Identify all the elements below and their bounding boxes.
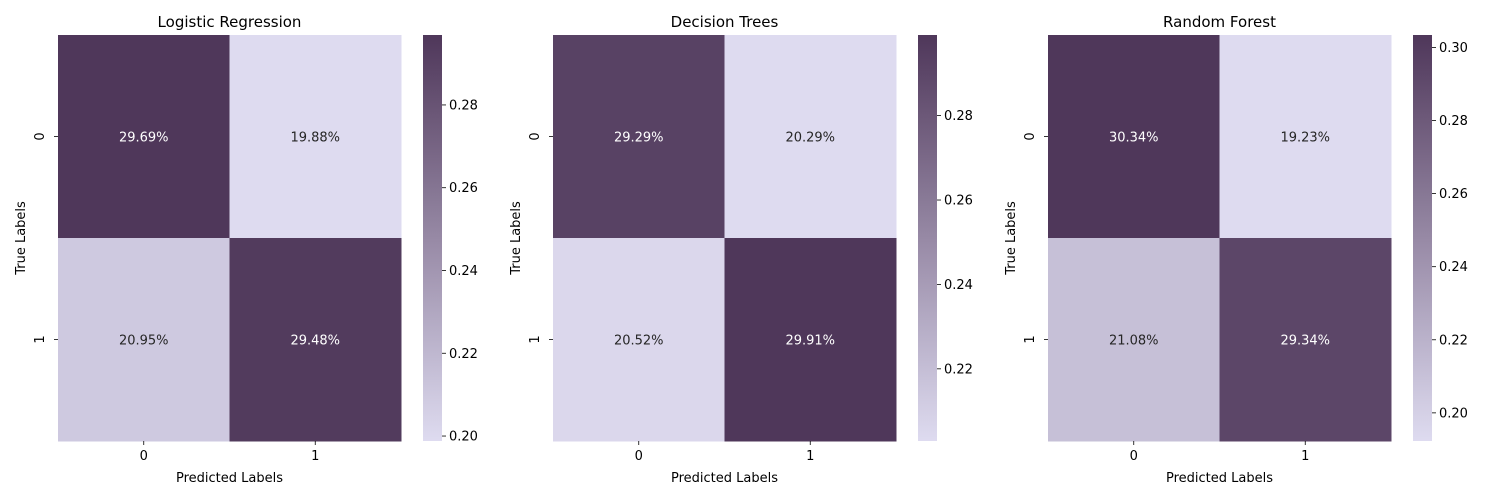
y-tick-label: 1 xyxy=(528,335,543,343)
colorbar-tick-label: 0.24 xyxy=(449,264,478,279)
heatmap-cell xyxy=(1048,35,1220,239)
heatmap-cell xyxy=(229,238,402,442)
cell-label: 29.48% xyxy=(290,334,340,349)
colorbar-tick-label: 0.20 xyxy=(1439,406,1468,421)
colorbar-tick-label: 0.20 xyxy=(449,430,478,445)
y-tick-label: 1 xyxy=(1023,335,1038,343)
chart-title: Logistic Regression xyxy=(158,13,302,31)
chart-title: Decision Trees xyxy=(671,13,779,31)
cell-label: 21.08% xyxy=(1109,334,1159,349)
x-axis-label: Predicted Labels xyxy=(176,471,283,486)
heatmap-cell xyxy=(58,35,230,239)
colorbar-tick-label: 0.22 xyxy=(944,362,973,377)
cell-label: 29.91% xyxy=(785,334,835,349)
cell-label: 29.29% xyxy=(614,131,664,146)
heatmap-cell xyxy=(553,35,725,239)
cell-label: 20.95% xyxy=(119,334,169,349)
y-axis-label: True Labels xyxy=(1004,201,1019,276)
heatmap-panel-1: Decision Trees 29.29% 20.29% 20.52% 29.91% 0 1… xyxy=(509,13,973,486)
x-tick-label: 0 xyxy=(1130,449,1138,464)
y-axis-label: True Labels xyxy=(509,201,524,276)
colorbar-tick-label: 0.24 xyxy=(1439,260,1468,275)
heatmap-panel-2: Random Forest 30.34% 19.23% 21.08% 29.34% 0 1 P… xyxy=(1004,13,1468,486)
x-tick-label: 0 xyxy=(140,449,148,464)
colorbar-tick-label: 0.28 xyxy=(449,98,478,113)
heatmap-cell xyxy=(724,35,897,239)
cell-label: 19.23% xyxy=(1280,131,1330,146)
colorbar-tick-label: 0.28 xyxy=(944,109,973,124)
cell-label: 29.34% xyxy=(1280,334,1330,349)
cell-label: 20.29% xyxy=(785,131,835,146)
cell-label: 20.52% xyxy=(614,334,664,349)
y-tick-label: 1 xyxy=(33,335,48,343)
colorbar-tick-label: 0.30 xyxy=(1439,41,1468,56)
y-tick-label: 0 xyxy=(33,132,48,140)
y-tick-label: 0 xyxy=(528,132,543,140)
heatmap-cell xyxy=(724,238,897,442)
heatmap-cell xyxy=(58,238,230,442)
colorbar-tick-label: 0.26 xyxy=(449,181,478,196)
heatmap-cell xyxy=(1219,238,1392,442)
colorbar xyxy=(918,35,937,441)
heatmap-panel-0: Logistic Regression 29.69% 19.88% 20.95% 29.… xyxy=(14,13,478,486)
cell-label: 30.34% xyxy=(1109,131,1159,146)
x-tick-label: 0 xyxy=(635,449,643,464)
y-tick-label: 0 xyxy=(1023,132,1038,140)
x-tick-label: 1 xyxy=(1301,449,1309,464)
colorbar-tick-label: 0.28 xyxy=(1439,114,1468,129)
colorbar-tick-label: 0.22 xyxy=(1439,333,1468,348)
heatmap-cell xyxy=(1219,35,1392,239)
heatmap-cell xyxy=(229,35,402,239)
x-axis-label: Predicted Labels xyxy=(1166,471,1273,486)
x-tick-label: 1 xyxy=(806,449,814,464)
chart-title: Random Forest xyxy=(1163,13,1276,31)
heatmap-cell xyxy=(553,238,725,442)
heatmap-cell xyxy=(1048,238,1220,442)
cell-label: 29.69% xyxy=(119,131,169,146)
colorbar-tick-label: 0.26 xyxy=(1439,187,1468,202)
y-axis-label: True Labels xyxy=(14,201,29,276)
colorbar xyxy=(423,35,442,441)
colorbar-tick-label: 0.22 xyxy=(449,347,478,362)
colorbar-tick-label: 0.26 xyxy=(944,194,973,209)
x-tick-label: 1 xyxy=(311,449,319,464)
cell-label: 19.88% xyxy=(290,131,340,146)
colorbar-tick-label: 0.24 xyxy=(944,278,973,293)
colorbar xyxy=(1413,35,1432,441)
x-axis-label: Predicted Labels xyxy=(671,471,778,486)
